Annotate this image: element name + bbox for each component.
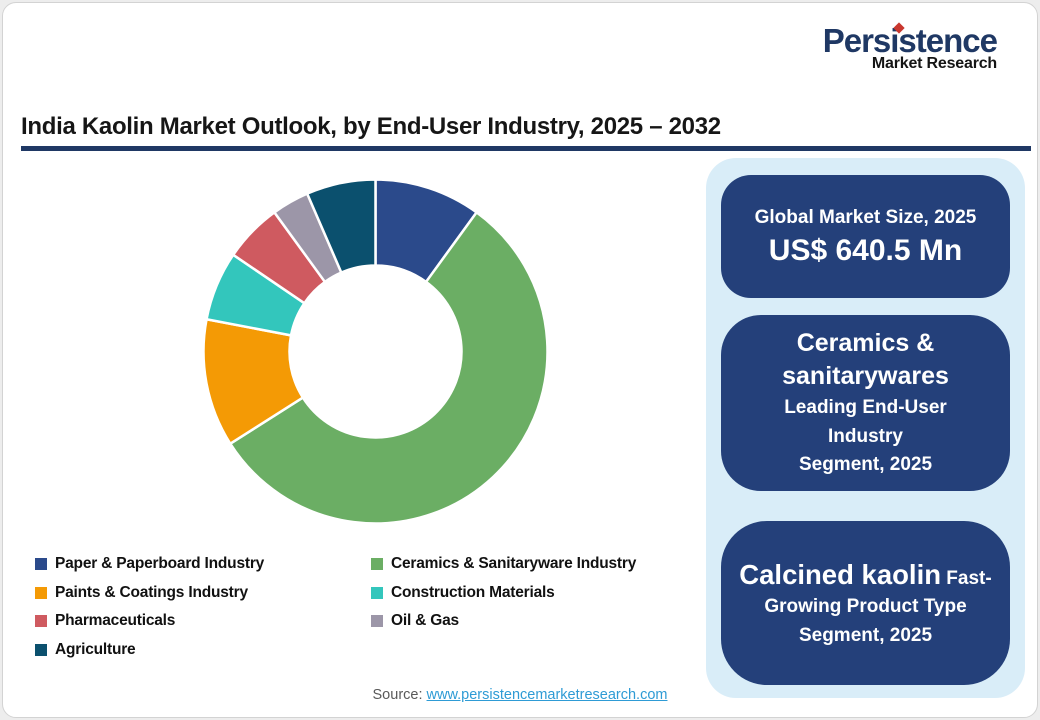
panel-box-fast-growing-product-type: Calcined kaolin Fast- Growing Product Typ… [721, 521, 1010, 685]
page-title: India Kaolin Market Outlook, by End-User… [21, 113, 721, 140]
legend-item: Ceramics & Sanitaryware Industry [371, 550, 711, 579]
panel-box-text: Leading End-User [784, 397, 947, 418]
panel-box-global-market-size: Global Market Size, 2025 US$ 640.5 Mn [721, 175, 1010, 298]
panel-box-text: sanitarywares [782, 362, 949, 391]
legend-item: Pharmaceuticals [35, 607, 371, 636]
panel-box-line: US$ 640.5 Mn [721, 232, 1010, 270]
legend-label: Ceramics & Sanitaryware Industry [391, 555, 637, 573]
panel-box-text: Fast- [941, 567, 992, 589]
legend-swatch-icon [371, 586, 383, 599]
panel-box-text: Growing Product Type [764, 596, 967, 618]
logo-brand-text: Persistence [822, 22, 998, 59]
donut-chart [193, 169, 558, 534]
legend-label: Oil & Gas [391, 612, 459, 630]
panel-box-line: Growing Product Type [721, 593, 1010, 622]
panel-box-line: Calcined kaolin Fast- [721, 556, 1010, 594]
panel-box-line: Global Market Size, 2025 [721, 204, 1010, 233]
legend-swatch-icon [371, 558, 383, 571]
source-link[interactable]: www.persistencemarketresearch.com [426, 687, 668, 703]
panel-box-leading-end-user-segment: Ceramics & sanitarywares Leading End-User I… [721, 315, 1010, 491]
chart-legend: Paper & Paperboard Industry Ceramics & Sa… [35, 550, 715, 664]
panel-box-text: Industry [828, 425, 903, 447]
panel-box-line: Segment, 2025 [721, 451, 1010, 480]
source-line: Source: www.persistencemarketresearch.co… [3, 687, 1037, 703]
pie-segment-2 [229, 211, 549, 525]
title-underline [21, 146, 1031, 151]
legend-swatch-icon [35, 558, 47, 571]
legend-label: Agriculture [55, 640, 136, 658]
panel-box-line: Segment, 2025 [721, 622, 1010, 651]
panel-box-line: Ceramics & [721, 327, 1010, 361]
legend-swatch-icon [371, 615, 383, 628]
legend-swatch-icon [35, 643, 47, 656]
panel-box-line: sanitarywares [721, 360, 1010, 394]
legend-label: Paints & Coatings Industry [55, 583, 248, 601]
legend-item: Paints & Coatings Industry [35, 579, 371, 608]
persistence-market-research-logo: Persistence Market Research [822, 22, 998, 73]
legend-item: Paper & Paperboard Industry [35, 550, 371, 579]
panel-box-text: Global Market Size, 2025 [754, 206, 977, 228]
panel-box-text: Ceramics & [796, 328, 935, 357]
legend-label: Construction Materials [391, 583, 555, 601]
panel-box-text: Calcined kaolin [739, 558, 942, 590]
legend-label: Pharmaceuticals [55, 612, 176, 630]
legend-item: Agriculture [35, 636, 371, 665]
panel-box-text: Segment, 2025 [798, 624, 933, 646]
highlight-panel: Global Market Size, 2025 US$ 640.5 Mn Cer… [706, 158, 1025, 698]
legend-item: Construction Materials [371, 579, 711, 608]
panel-box-text: US$ 640.5 Mn [768, 234, 963, 267]
panel-box-line: Leading End-User [721, 394, 1010, 423]
pie-segment-7 [305, 178, 377, 274]
legend-item: Oil & Gas [371, 607, 711, 636]
panel-box-line: Industry [721, 423, 1010, 452]
logo-subtitle: Market Research [871, 55, 997, 73]
legend-swatch-icon [35, 586, 47, 599]
source-label: Source: [372, 687, 423, 703]
logo-brand-label: Persistence [822, 22, 998, 59]
panel-box-text: Segment, 2025 [798, 454, 933, 475]
legend-label: Paper & Paperboard Industry [55, 555, 265, 573]
donut-chart-svg [202, 178, 549, 525]
legend-swatch-icon [35, 615, 47, 628]
